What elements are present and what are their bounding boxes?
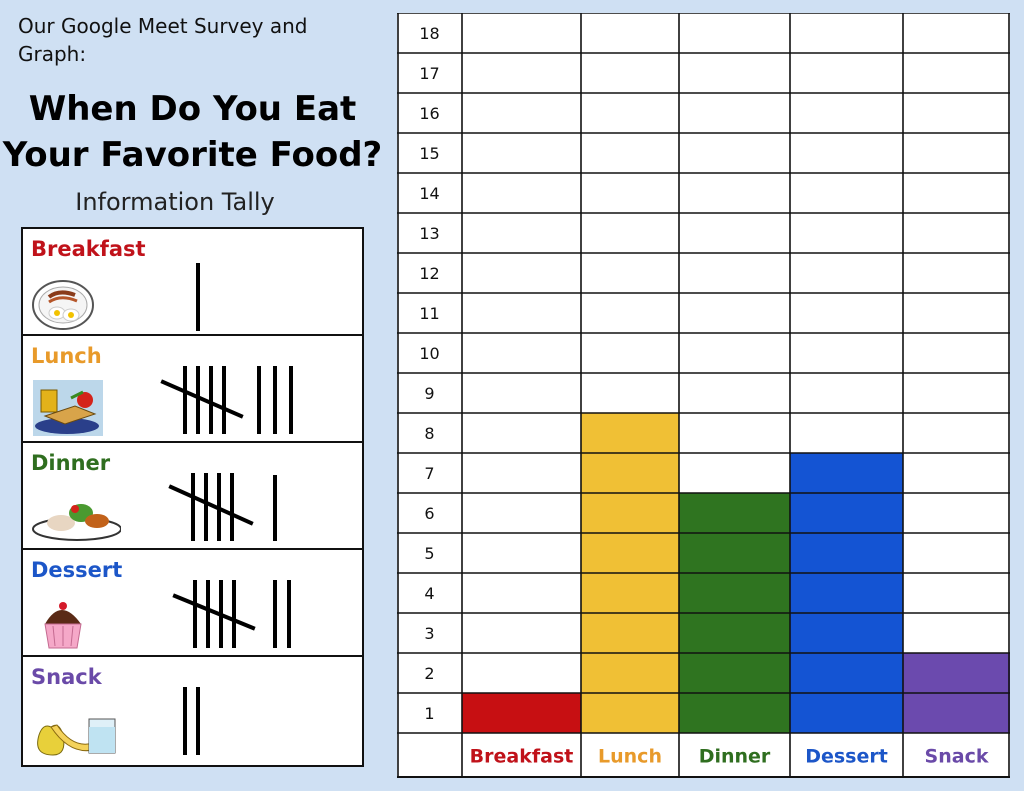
y-tick-label: 12 xyxy=(419,264,439,283)
tally-row-breakfast: Breakfast xyxy=(23,229,362,336)
tally-marks-dessert xyxy=(172,580,291,648)
y-tick-label: 6 xyxy=(424,504,434,523)
y-tick-label: 2 xyxy=(424,664,434,683)
lunch-tray-icon xyxy=(33,380,103,436)
breakfast-plate-icon xyxy=(32,280,94,330)
dinner-plate-icon xyxy=(32,504,121,541)
tally-row-dessert: Dessert xyxy=(23,550,362,657)
tally-label-dessert: Dessert xyxy=(31,558,123,582)
tally-label-lunch: Lunch xyxy=(31,344,102,368)
x-tick-label-dessert: Dessert xyxy=(805,746,888,768)
snack-fruit-icon xyxy=(37,718,116,756)
y-tick-label: 4 xyxy=(424,584,434,603)
y-tick-label: 5 xyxy=(424,544,434,563)
tally-marks-dinner xyxy=(168,473,277,541)
y-tick-label: 10 xyxy=(419,344,439,363)
bar-dessert xyxy=(790,453,903,733)
bar-chart: 1 2 3 4 5 6 7 8 9 10 11 12 13 14 15 16 17 18 Breakfast Lunc… xyxy=(397,13,1010,778)
y-tick-label: 8 xyxy=(424,424,434,443)
title-line-2: Your Favorite Food? xyxy=(2,135,383,175)
tally-marks-breakfast xyxy=(196,263,200,331)
bar-breakfast xyxy=(462,693,581,733)
y-tick-label: 9 xyxy=(424,384,434,403)
x-tick-label-snack: Snack xyxy=(925,746,989,768)
y-tick-label: 14 xyxy=(419,184,439,203)
tally-label-dinner: Dinner xyxy=(31,451,111,475)
tally-title: Information Tally xyxy=(75,188,275,216)
y-tick-label: 15 xyxy=(419,144,439,163)
title-line-1: When Do You Eat xyxy=(28,89,357,129)
tally-row-snack: Snack xyxy=(23,657,362,764)
y-tick-label: 17 xyxy=(419,64,439,83)
tally-table: Breakfast Lunch xyxy=(21,227,364,767)
y-tick-label: 3 xyxy=(424,624,434,643)
tally-marks-snack xyxy=(183,687,200,755)
y-tick-label: 16 xyxy=(419,104,439,123)
intro-text: Our Google Meet Survey and Graph: xyxy=(18,14,308,66)
x-tick-label-lunch: Lunch xyxy=(598,746,662,768)
x-tick-label-breakfast: Breakfast xyxy=(470,746,574,768)
cupcake-icon xyxy=(44,602,82,649)
tally-label-breakfast: Breakfast xyxy=(31,237,146,261)
tally-label-snack: Snack xyxy=(31,665,102,689)
tally-marks-lunch xyxy=(160,366,293,434)
tally-row-lunch: Lunch xyxy=(23,336,362,443)
tally-row-dinner: Dinner xyxy=(23,443,362,550)
y-tick-label: 18 xyxy=(419,24,439,43)
y-tick-label: 11 xyxy=(419,304,439,323)
x-tick-label-dinner: Dinner xyxy=(699,746,771,768)
y-tick-label: 7 xyxy=(424,464,434,483)
page-title: When Do You Eat Your Favorite Food? xyxy=(0,86,385,178)
y-tick-label: 1 xyxy=(424,704,434,723)
y-tick-label: 13 xyxy=(419,224,439,243)
